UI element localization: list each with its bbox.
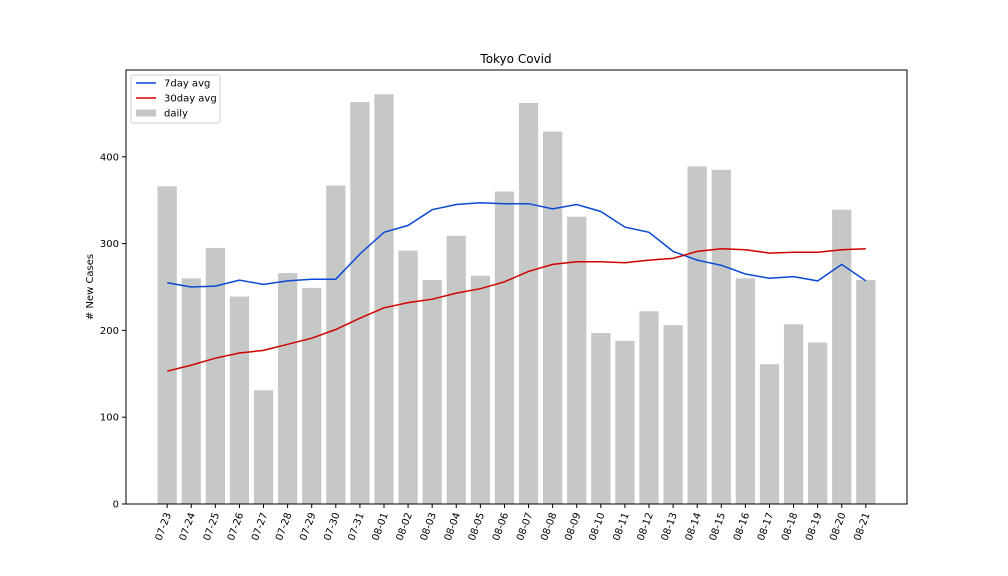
x-tick-label: 08-06: [491, 511, 511, 542]
y-tick-label: 300: [100, 239, 119, 250]
bar-08-07: [518, 102, 539, 504]
bar-08-10: [591, 333, 611, 504]
x-tick-label: 08-15: [708, 511, 728, 542]
bar-08-13: [663, 325, 683, 504]
bar-08-09: [567, 216, 587, 504]
x-tick-label: 07-24: [178, 511, 198, 542]
bar-08-15: [711, 169, 731, 504]
bar-07-27: [253, 390, 274, 504]
y-tick-label: 0: [113, 500, 119, 511]
x-tick-label: 08-11: [611, 511, 631, 542]
bar-08-14: [687, 166, 707, 504]
bar-08-05: [470, 275, 490, 504]
y-axis-label: # New Cases: [85, 254, 96, 320]
x-tick-label: 08-10: [587, 511, 607, 542]
bar-08-18: [783, 324, 804, 504]
x-tick-label: 08-17: [756, 511, 776, 542]
bar-07-24: [181, 278, 201, 504]
bar-08-02: [398, 250, 418, 504]
legend-label: 7day avg: [164, 79, 210, 90]
x-tick-label: 08-21: [852, 511, 872, 542]
chart-title: Tokyo Covid: [479, 52, 551, 66]
x-tick-label: 07-28: [274, 511, 294, 542]
bar-series-daily: [157, 94, 876, 505]
legend-label: 30day avg: [164, 94, 217, 105]
y-tick-label: 400: [100, 152, 119, 163]
bar-08-20: [832, 209, 852, 505]
x-tick-label: 08-16: [732, 511, 752, 542]
x-tick-label: 07-25: [202, 511, 222, 542]
x-tick-label: 08-05: [467, 511, 487, 542]
bar-07-30: [326, 185, 346, 504]
x-tick-label: 07-31: [346, 511, 366, 542]
bar-08-03: [422, 280, 442, 504]
x-tick-label: 08-08: [539, 511, 559, 542]
x-tick-label: 08-19: [804, 511, 824, 542]
line-7day-avg: [167, 202, 867, 288]
bar-07-25: [205, 247, 225, 504]
x-tick-label: 07-29: [298, 511, 318, 542]
bar-08-11: [615, 340, 635, 504]
bar-08-19: [808, 342, 828, 504]
bar-08-06: [494, 191, 515, 504]
bar-08-21: [856, 280, 876, 504]
x-tick-label: 07-23: [154, 511, 174, 542]
y-tick-label: 200: [100, 326, 119, 337]
bar-07-31: [350, 102, 370, 504]
x-tick-label: 08-13: [660, 511, 680, 542]
legend: 7day avg 30day avg daily: [130, 74, 221, 124]
x-tick-label: 08-14: [684, 511, 704, 542]
x-tick-label: 08-07: [515, 511, 535, 542]
x-tick-label: 08-18: [780, 511, 800, 542]
line-series: [167, 202, 867, 372]
bar-08-04: [446, 235, 466, 504]
bar-07-23: [157, 186, 177, 504]
bar-07-28: [277, 273, 298, 504]
bar-07-26: [229, 296, 250, 504]
x-tick-label: 08-01: [371, 511, 391, 542]
plot-frame: [125, 69, 908, 505]
x-tick-label: 07-30: [322, 511, 342, 542]
y-tick-label: 100: [100, 413, 119, 424]
x-tick-label: 08-09: [563, 511, 583, 542]
legend-label: daily: [164, 109, 188, 120]
bar-08-08: [543, 131, 563, 505]
x-tick-label: 07-27: [250, 511, 270, 542]
bar-08-16: [735, 278, 756, 504]
bar-07-29: [302, 287, 322, 504]
x-tick-label: 08-20: [828, 511, 848, 542]
line-30day-avg: [167, 248, 866, 372]
bar-08-12: [639, 311, 659, 504]
bar-08-17: [759, 364, 780, 504]
x-tick-label: 08-12: [636, 511, 656, 542]
bar-08-01: [374, 94, 394, 504]
x-tick-label: 08-02: [395, 511, 415, 542]
y-axis: 0 100 200 300 400: [100, 152, 126, 511]
x-tick-label: 07-26: [226, 511, 246, 542]
x-tick-label: 08-03: [419, 511, 439, 542]
x-axis: 07-23 07-24 07-25 07-26 07-27 07-28 07-29 07-30…: [154, 504, 873, 542]
x-tick-label: 08-04: [443, 511, 463, 542]
legend-swatch-bar: [136, 109, 156, 117]
